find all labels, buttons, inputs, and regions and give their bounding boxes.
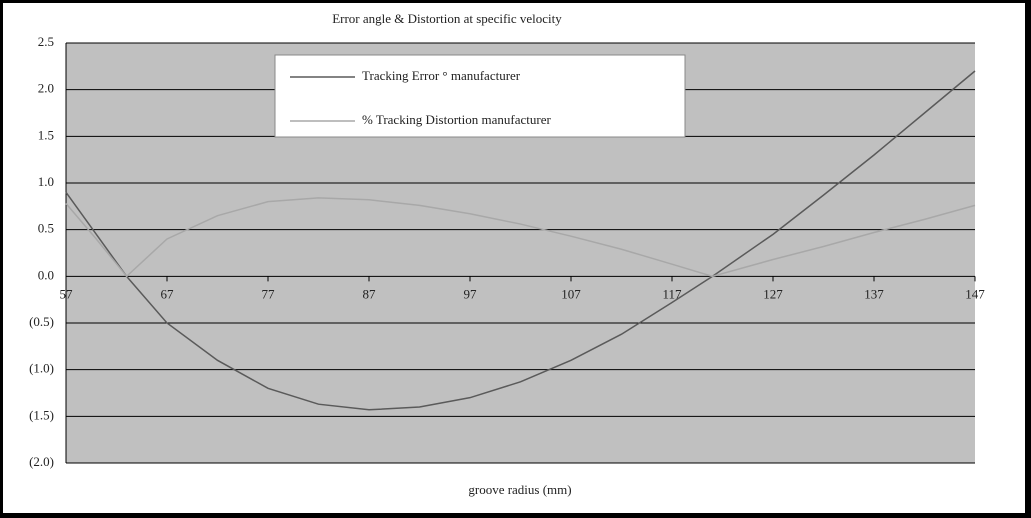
x-tick-label: 97 [464, 286, 478, 301]
y-tick-label: (2.0) [29, 454, 54, 469]
legend-box [274, 54, 686, 138]
y-tick-label: (1.0) [29, 361, 54, 376]
y-tick-label: 0.0 [38, 267, 54, 282]
y-tick-label: (1.5) [29, 407, 54, 422]
chart-title: Error angle & Distortion at specific vel… [332, 11, 562, 26]
x-tick-label: 137 [864, 286, 884, 301]
y-tick-label: 0.5 [38, 221, 54, 236]
x-tick-label: 117 [662, 286, 682, 301]
x-tick-label: 107 [561, 286, 581, 301]
x-tick-label: 147 [965, 286, 985, 301]
x-tick-label: 77 [262, 286, 276, 301]
x-axis-label: groove radius (mm) [468, 482, 571, 497]
y-tick-label: 1.5 [38, 127, 54, 142]
x-tick-label: 87 [363, 286, 377, 301]
series-line [65, 197, 976, 278]
y-tick-label: 2.0 [38, 81, 54, 96]
y-tick-label: 1.0 [38, 174, 54, 189]
x-tick-label: 127 [763, 286, 783, 301]
legend-label: Tracking Error ° manufacturer [362, 68, 521, 83]
series-line [65, 70, 976, 411]
y-tick-label: (0.5) [29, 314, 54, 329]
y-tick-label: 2.5 [38, 34, 54, 49]
legend-label: % Tracking Distortion manufacturer [362, 112, 551, 127]
x-tick-label: 67 [161, 286, 175, 301]
x-tick-label: 57 [60, 286, 74, 301]
